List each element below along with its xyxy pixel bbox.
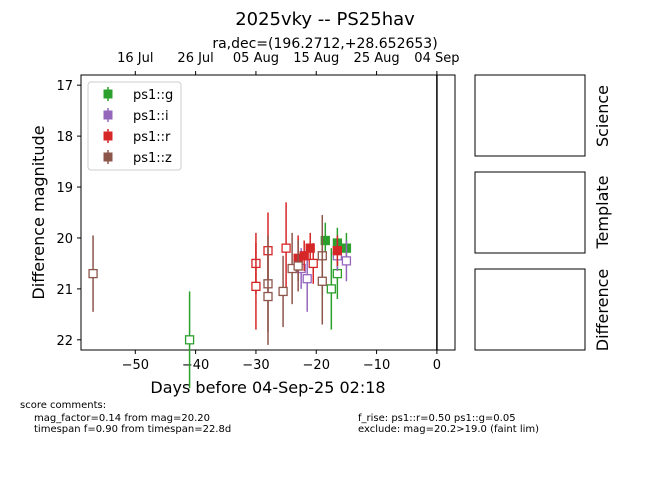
top-tick-label: 05 Aug: [233, 51, 279, 66]
y-tick-label: 22: [56, 334, 73, 349]
y-axis-label: Difference magnitude: [29, 125, 48, 299]
data-point: [317, 276, 327, 286]
x-tick-label: 0: [433, 358, 441, 373]
template-panel: [474, 171, 586, 254]
series-ps1-z: [88, 215, 327, 345]
legend-box: [87, 81, 182, 171]
data-point: [281, 243, 291, 253]
data-point: [308, 258, 318, 269]
x-tick-label: −40: [182, 358, 209, 373]
chart-subtitle: ra,dec=(196.2712,+28.652653): [212, 36, 437, 52]
comment-left-2: timespan f=0.90 from timespan=22.8d: [34, 424, 231, 435]
data-point: [320, 235, 330, 246]
data-point: [184, 335, 195, 345]
comment-left-1: mag_factor=0.14 from mag=20.20: [34, 413, 210, 424]
y-tick-label: 17: [56, 79, 73, 94]
difference-panel: [474, 268, 586, 351]
top-tick-label: 16 Jul: [117, 51, 153, 66]
comment-right-2: exclude: mag=20.2>19.0 (faint lim): [358, 424, 539, 435]
legend-label: ps1::g: [133, 88, 173, 103]
data-point: [251, 281, 261, 291]
legend-label: ps1::z: [133, 151, 172, 166]
plot-area: −50 −40 −30 −20 −10 0 16 Jul 26 Jul 05 Aug 15 Aug…: [29, 51, 459, 397]
template-label: Template: [593, 175, 612, 249]
y-tick-label: 21: [56, 283, 73, 298]
data-point: [305, 243, 315, 253]
x-tick-label: −50: [122, 358, 149, 373]
data-point: [341, 256, 352, 266]
x-axis-label: Days before 04-Sep-25 02:18: [150, 378, 385, 397]
difference-label: Difference: [593, 269, 612, 351]
comment-right-1: f_rise: ps1::r=0.50 ps1::g=0.05: [358, 413, 516, 424]
legend-label: ps1::i: [133, 109, 169, 124]
chart-title: 2025vky -- PS25hav: [235, 9, 415, 30]
plot-frame: [80, 74, 456, 351]
x-tick-label: −10: [363, 358, 390, 373]
legend-marker: [103, 152, 113, 162]
legend-marker: [103, 110, 113, 120]
science-label: Science: [593, 85, 612, 147]
legend-marker: [103, 131, 113, 141]
y-tick-label: 19: [56, 181, 73, 196]
comments-header: score comments:: [20, 400, 106, 411]
x-tick-label: −20: [303, 358, 330, 373]
y-tick-label: 18: [56, 130, 73, 145]
legend-label: ps1::r: [133, 130, 171, 145]
data-point: [263, 291, 273, 302]
data-point: [302, 274, 312, 284]
data-point: [293, 261, 303, 271]
y-tick-label: 20: [56, 232, 73, 247]
data-point: [326, 284, 336, 294]
top-tick-label: 04 Sep: [414, 51, 459, 66]
top-tick-label: 26 Jul: [177, 51, 213, 66]
data-point: [299, 251, 309, 261]
top-tick-label: 25 Aug: [354, 51, 400, 66]
data-point: [278, 286, 288, 297]
data-point: [88, 268, 98, 279]
data-point: [332, 246, 343, 256]
x-tick-label: −30: [242, 358, 269, 373]
legend-marker: [103, 89, 113, 99]
top-tick-label: 15 Aug: [293, 51, 339, 66]
science-panel: [474, 74, 586, 157]
